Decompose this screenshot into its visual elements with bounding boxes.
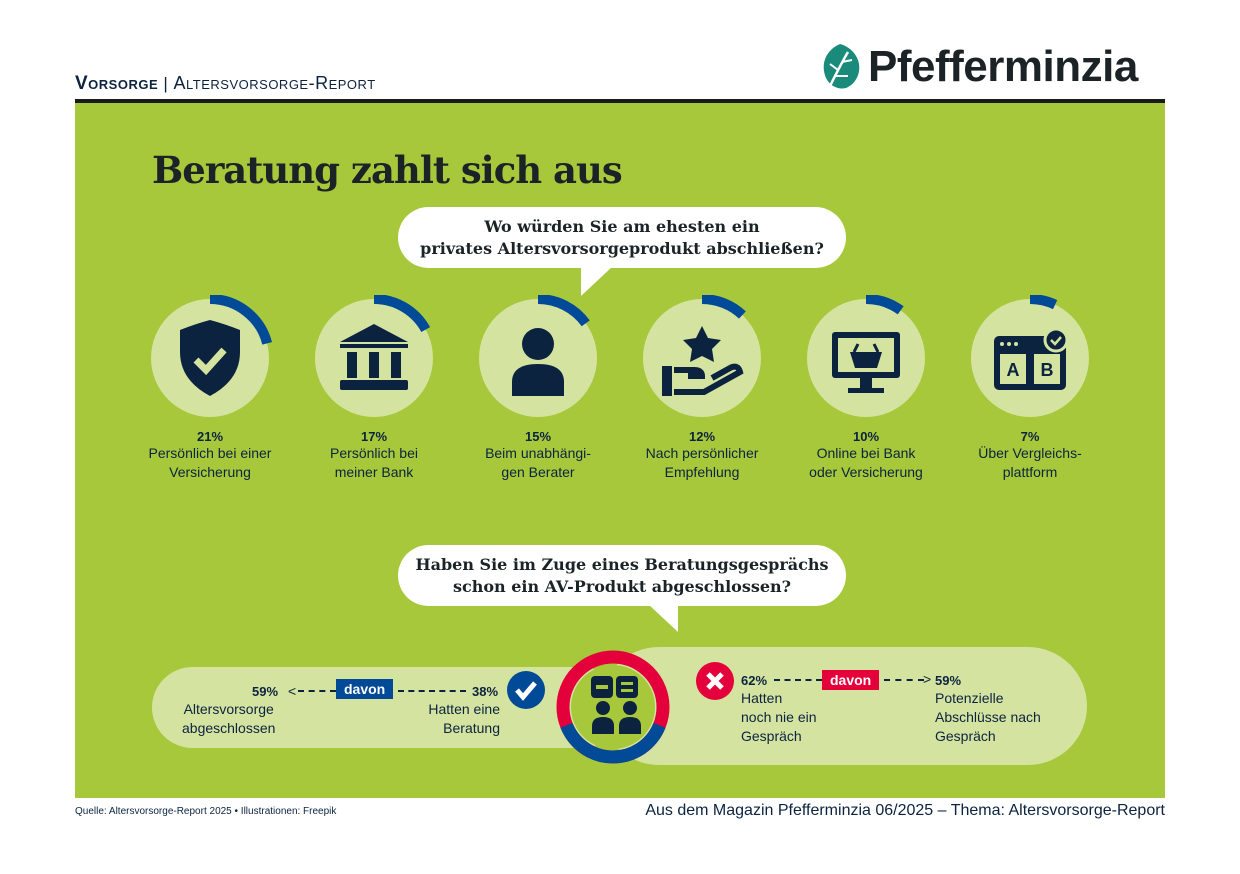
no-label: Gespräch <box>741 728 802 744</box>
source-note: Quelle: Altersvorsorge-Report 2025 • Ill… <box>75 806 337 817</box>
davon-badge: davon <box>822 670 880 690</box>
q1-line2: privates Altersvorsorgeprodukt abschließ… <box>420 238 824 258</box>
progress-ring <box>643 295 761 417</box>
yes-no-donut <box>556 650 670 764</box>
answer-pct: 21% <box>196 429 224 444</box>
answer-item: 17% Persönlich bei meiner Bank <box>292 295 456 482</box>
monitor-basket-icon <box>832 332 900 393</box>
no-label: Hatten <box>741 690 783 706</box>
answer-item: 12% Nach persönlicher Empfehlung <box>620 295 784 482</box>
answer-label: oder Versicherung <box>809 464 923 480</box>
page-title: Beratung zahlt sich aus <box>152 148 623 192</box>
arrow-left-icon: < <box>288 683 297 699</box>
svg-text:B: B <box>1041 360 1054 380</box>
progress-ring <box>151 295 272 417</box>
answer-pct: 15% <box>524 429 552 444</box>
answer-label: Beim unabhängi- <box>485 445 591 461</box>
check-icon <box>507 671 545 709</box>
bubble-tail <box>648 604 678 632</box>
value-arc <box>537 295 590 327</box>
yes-segment <box>560 722 666 764</box>
magazine-note: Aus dem Magazin Pfefferminzia 06/2025 – … <box>645 802 1165 819</box>
dashed-line <box>774 679 822 681</box>
answer-label: Über Vergleichs- <box>978 445 1082 461</box>
progress-ring <box>807 295 925 417</box>
answer-label: Nach persönlicher <box>645 445 759 461</box>
no-panel <box>600 647 1087 765</box>
value-arc <box>209 295 272 345</box>
yes-sub-label: abgeschlossen <box>182 720 276 736</box>
yes-label: Hatten eine <box>428 701 500 717</box>
icon-circle <box>643 299 761 417</box>
davon-badge: davon <box>336 679 394 699</box>
value-arc <box>701 295 746 319</box>
separator: | <box>163 74 169 93</box>
answer-item: 15% Beim unabhängi- gen Berater <box>456 295 620 482</box>
bubble-tail <box>581 266 613 296</box>
shield-check-icon <box>180 320 240 396</box>
yes-pct: 38% <box>472 684 499 699</box>
arrow-right-icon: > <box>923 671 932 687</box>
answer-label: Persönlich bei einer <box>148 445 272 461</box>
answer-label: gen Berater <box>501 464 575 480</box>
donut-center <box>571 665 655 749</box>
consultation-icon <box>591 676 641 734</box>
answer-label: Empfehlung <box>664 464 740 480</box>
no-sub-label: Potenzielle <box>935 690 1004 706</box>
answer-label: Persönlich bei <box>330 445 418 461</box>
dashed-line <box>884 679 924 681</box>
section-label: Vorsorge <box>75 73 159 94</box>
q2-line1: Haben Sie im Zuge eines Beratungsgespräc… <box>415 554 829 574</box>
value-arc <box>865 295 904 315</box>
bank-icon <box>340 324 408 390</box>
no-pct: 62% <box>741 673 768 688</box>
answer-pct: 12% <box>688 429 716 444</box>
no-sub-pct: 59% <box>935 673 962 688</box>
answer-item: 21% Persönlich bei einer Versicherung <box>128 295 292 482</box>
yes-sub-label: Altersvorsorge <box>183 701 274 717</box>
answer-item: 10% Online bei Bank oder Versicherung <box>784 295 948 482</box>
leaf-icon <box>823 44 860 89</box>
dashed-line <box>298 690 336 692</box>
person-icon <box>512 328 564 396</box>
answer-pct: 10% <box>852 429 880 444</box>
answer-label: Online bei Bank <box>816 445 916 461</box>
answer-label: plattform <box>1002 464 1058 480</box>
q1-line1: Wo würden Sie am ehesten ein <box>484 216 760 236</box>
no-sub-label: Abschlüsse nach <box>935 709 1041 725</box>
value-arc <box>373 295 431 333</box>
section-header: Vorsorge | Altersvorsorge-Report <box>75 73 376 95</box>
no-label: noch nie ein <box>741 709 817 725</box>
subsection-label: Altersvorsorge-Report <box>173 73 376 93</box>
x-icon <box>696 662 734 700</box>
logo-text: Pfefferminzia <box>868 42 1138 91</box>
answer-label: Versicherung <box>169 464 251 480</box>
yes-sub-pct: 59% <box>252 684 279 699</box>
yes-label: Beratung <box>443 720 500 736</box>
svg-text:A: A <box>1007 360 1020 380</box>
answer-pct: 7% <box>1020 429 1040 444</box>
question-bubble-2: Haben Sie im Zuge eines Beratungsgespräc… <box>398 545 846 606</box>
header-rule <box>75 99 1165 103</box>
answer-pct: 17% <box>360 429 388 444</box>
no-sub-label: Gespräch <box>935 728 996 744</box>
dashed-line <box>398 690 466 692</box>
hand-star-icon <box>662 326 744 396</box>
answer-label: meiner Bank <box>334 464 414 480</box>
progress-ring <box>315 295 433 417</box>
question-bubble-1: Wo würden Sie am ehesten ein privates Alt… <box>398 207 846 268</box>
logo: Pfefferminzia <box>818 42 1138 92</box>
value-arc <box>1029 295 1058 310</box>
q2-line2: schon ein AV-Produkt abgeschlossen? <box>452 576 792 596</box>
progress-ring <box>479 295 597 417</box>
